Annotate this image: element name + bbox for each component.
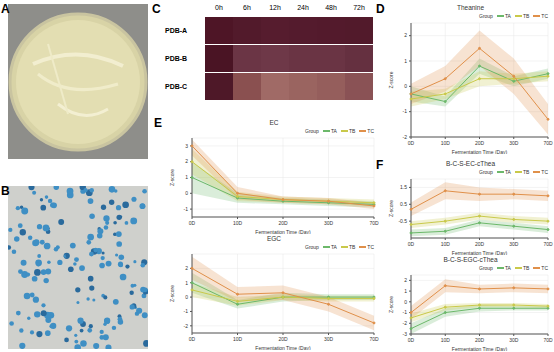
html-text:TB: TB xyxy=(348,244,356,250)
svg-text:70D: 70D xyxy=(543,140,553,146)
html-text:TA: TA xyxy=(504,169,511,175)
html-text:B-C-S-EGC-cThea: B-C-S-EGC-cThea xyxy=(443,256,498,263)
svg-text:Fermentation Time (Day): Fermentation Time (Day) xyxy=(255,229,311,234)
svg-text:-1: -1 xyxy=(184,206,189,212)
html-text:TC: TC xyxy=(367,128,374,134)
html-text:PDB-A: PDB-A xyxy=(165,26,188,34)
html-text:12h: 12h xyxy=(269,4,281,11)
html-text:0h: 0h xyxy=(215,4,223,11)
html-text:PDB-B: PDB-B xyxy=(165,54,188,62)
html-text:C: C xyxy=(152,2,161,16)
svg-text:10D: 10D xyxy=(441,140,451,146)
html-text:EC: EC xyxy=(269,119,279,126)
svg-text:Fermentation Time (Day): Fermentation Time (Day) xyxy=(452,346,508,351)
svg-text:0: 0 xyxy=(185,190,188,196)
svg-text:-1: -1 xyxy=(403,108,408,114)
svg-text:1.5: 1.5 xyxy=(400,184,407,190)
svg-text:0D: 0D xyxy=(408,337,415,343)
svg-text:70D: 70D xyxy=(543,241,553,247)
html-text:TC: TC xyxy=(541,13,548,19)
svg-text:10D: 10D xyxy=(233,336,243,342)
svg-text:Fermentation Time (Day): Fermentation Time (Day) xyxy=(452,149,508,154)
svg-text:Z-score: Z-score xyxy=(388,71,394,88)
html-text:6h: 6h xyxy=(243,4,251,11)
svg-text:70D: 70D xyxy=(369,336,379,342)
svg-text:2: 2 xyxy=(404,277,407,283)
svg-text:0D: 0D xyxy=(408,241,415,247)
svg-text:30D: 30D xyxy=(509,140,519,146)
svg-text:0: 0 xyxy=(185,294,188,300)
svg-text:2: 2 xyxy=(185,158,188,164)
svg-text:2: 2 xyxy=(404,32,407,38)
svg-text:70D: 70D xyxy=(369,220,379,226)
svg-text:Z-score: Z-score xyxy=(169,169,175,186)
html-text:B: B xyxy=(1,184,10,198)
svg-text:30D: 30D xyxy=(509,241,519,247)
html-text:Group: Group xyxy=(479,169,493,175)
html-text:TC: TC xyxy=(541,169,548,175)
html-text:TC: TC xyxy=(541,265,548,271)
svg-text:20D: 20D xyxy=(475,140,485,146)
html-text:Group: Group xyxy=(479,265,493,271)
svg-text:1: 1 xyxy=(404,58,407,64)
html-text:TB: TB xyxy=(522,265,530,271)
svg-text:20D: 20D xyxy=(278,336,288,342)
svg-text:1: 1 xyxy=(185,280,188,286)
svg-text:0D: 0D xyxy=(189,220,196,226)
svg-text:3: 3 xyxy=(185,143,188,149)
svg-text:-2: -2 xyxy=(403,134,408,140)
html-text:E: E xyxy=(154,116,162,130)
html-text:B-C-S-EC-cThea: B-C-S-EC-cThea xyxy=(445,160,496,167)
svg-text:-0.5: -0.5 xyxy=(398,218,407,224)
svg-text:0D: 0D xyxy=(189,336,196,342)
html-text:Group: Group xyxy=(479,13,493,19)
svg-text:30D: 30D xyxy=(509,337,519,343)
svg-text:-3: -3 xyxy=(403,331,408,337)
html-text:TB: TB xyxy=(522,13,530,19)
svg-text:30D: 30D xyxy=(324,336,334,342)
html-text:TB: TB xyxy=(348,128,356,134)
svg-text:20D: 20D xyxy=(475,241,485,247)
svg-text:-2: -2 xyxy=(184,323,189,329)
html-text:TA: TA xyxy=(330,128,337,134)
svg-text:Fermentation Time (Day): Fermentation Time (Day) xyxy=(452,250,508,255)
html-text:Group: Group xyxy=(305,128,319,134)
svg-text:70D: 70D xyxy=(543,337,553,343)
html-text:A: A xyxy=(1,2,10,16)
svg-text:10D: 10D xyxy=(233,220,243,226)
html-text:48h: 48h xyxy=(325,4,337,11)
svg-text:2: 2 xyxy=(185,265,188,271)
html-text:Group: Group xyxy=(305,244,319,250)
svg-text:-1: -1 xyxy=(403,309,408,315)
html-text:TA: TA xyxy=(504,265,511,271)
svg-text:0.5: 0.5 xyxy=(400,201,407,207)
svg-text:0D: 0D xyxy=(408,140,415,146)
html-text:72h: 72h xyxy=(353,4,365,11)
html-text:TA: TA xyxy=(504,13,511,19)
svg-text:1: 1 xyxy=(404,288,407,294)
svg-text:0: 0 xyxy=(404,299,407,305)
html-text:TC: TC xyxy=(367,244,374,250)
html-text:EGC: EGC xyxy=(267,235,281,242)
svg-text:30D: 30D xyxy=(324,220,334,226)
svg-text:Z-score: Z-score xyxy=(169,285,175,302)
svg-text:Fermentation Time (Day): Fermentation Time (Day) xyxy=(255,345,311,350)
svg-text:-2: -2 xyxy=(403,320,408,326)
html-text:F: F xyxy=(376,158,384,172)
html-text:Theanine: Theanine xyxy=(456,4,484,11)
svg-text:Z-score: Z-score xyxy=(388,296,394,313)
html-text:PDB-C: PDB-C xyxy=(165,82,188,90)
svg-text:10D: 10D xyxy=(441,241,451,247)
svg-text:20D: 20D xyxy=(475,337,485,343)
html-text:24h: 24h xyxy=(297,4,309,11)
svg-text:-1: -1 xyxy=(184,308,189,314)
svg-text:1: 1 xyxy=(185,174,188,180)
svg-text:0: 0 xyxy=(404,83,407,89)
html-text:TB: TB xyxy=(522,169,530,175)
svg-text:Z-score: Z-score xyxy=(388,200,394,217)
html-text:TA: TA xyxy=(330,244,337,250)
svg-text:20D: 20D xyxy=(278,220,288,226)
html-text:D: D xyxy=(376,2,385,16)
svg-text:10D: 10D xyxy=(441,337,451,343)
